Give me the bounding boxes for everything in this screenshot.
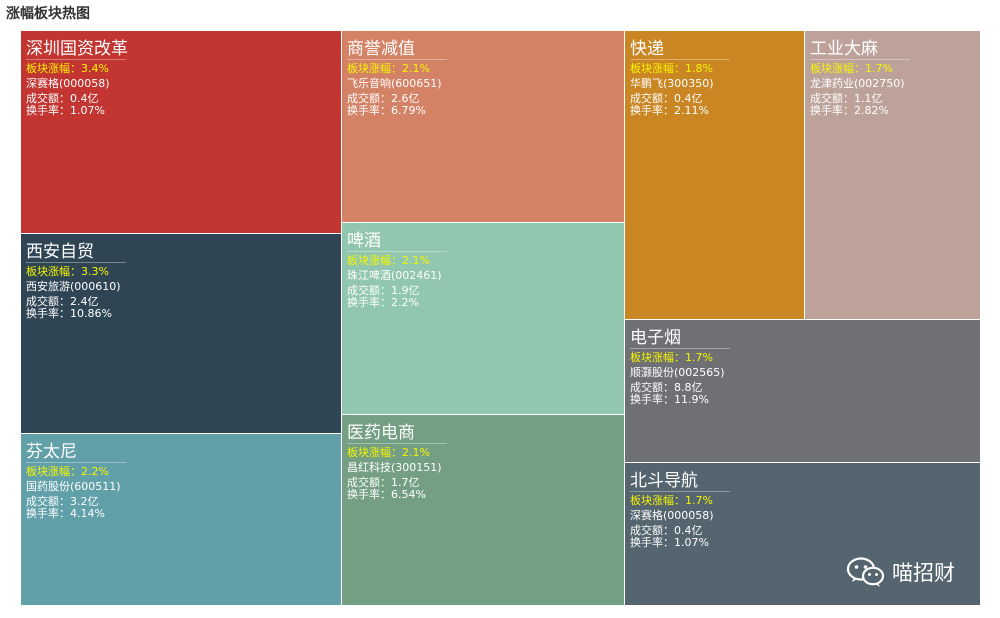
tile-divider xyxy=(810,59,910,60)
tile-name: 西安自贸 xyxy=(26,242,94,262)
tile-stock: 昌红科技(300151) xyxy=(347,461,442,474)
tile-stock: 龙津药业(002750) xyxy=(810,77,905,90)
tile-stock: 珠江啤酒(002461) xyxy=(347,269,442,282)
wechat-icon xyxy=(846,557,885,587)
treemap-tile[interactable]: 电子烟板块涨幅：1.7% 顺灏股份(002565) 成交额：8.8亿 换手率：11.9… xyxy=(625,320,980,462)
tile-turnover: 换手率：6.54% xyxy=(347,488,426,501)
tile-volume: 成交额：1.1亿 xyxy=(810,92,883,105)
tile-divider xyxy=(26,462,126,463)
treemap-tile[interactable]: 深圳国资改革板块涨幅：3.4% 深赛格(000058) 成交额：0.4亿 换手率：1.… xyxy=(21,31,341,233)
tile-turnover: 换手率：2.11% xyxy=(630,104,709,117)
tile-name: 啤酒 xyxy=(347,231,381,251)
treemap-tile[interactable]: 医药电商板块涨幅：2.1% 昌红科技(300151) 成交额：1.7亿 换手率：6.5… xyxy=(342,415,624,605)
watermark-text: 喵招财 xyxy=(892,561,955,585)
tile-divider xyxy=(26,59,126,60)
tile-volume: 成交额：0.4亿 xyxy=(26,92,99,105)
tile-volume: 成交额：2.4亿 xyxy=(26,295,99,308)
tile-divider xyxy=(347,443,447,444)
tile-stock: 深赛格(000058) xyxy=(630,509,714,522)
treemap-tile[interactable]: 西安自贸板块涨幅：3.3% 西安旅游(000610) 成交额：2.4亿 换手率：10.… xyxy=(21,234,341,433)
tile-stock: 顺灏股份(002565) xyxy=(630,366,725,379)
tile-change: 板块涨幅：3.3% xyxy=(26,265,109,278)
tile-volume: 成交额：3.2亿 xyxy=(26,495,99,508)
tile-name: 芬太尼 xyxy=(26,442,77,462)
tile-volume: 成交额：8.8亿 xyxy=(630,381,703,394)
tile-change: 板块涨幅：3.4% xyxy=(26,62,109,75)
watermark: 喵招财 xyxy=(846,556,955,588)
tile-change: 板块涨幅：1.7% xyxy=(630,351,713,364)
tile-turnover: 换手率：10.86% xyxy=(26,307,112,320)
tile-volume: 成交额：0.4亿 xyxy=(630,524,703,537)
tile-name: 深圳国资改革 xyxy=(26,39,128,59)
tile-volume: 成交额：1.9亿 xyxy=(347,284,420,297)
tile-volume: 成交额：1.7亿 xyxy=(347,476,420,489)
tile-turnover: 换手率：11.9% xyxy=(630,393,709,406)
tile-stock: 深赛格(000058) xyxy=(26,77,110,90)
tile-divider xyxy=(630,491,730,492)
treemap-tile[interactable]: 北斗导航板块涨幅：1.7% 深赛格(000058) 成交额：0.4亿 换手率：1.07… xyxy=(625,463,980,605)
tile-turnover: 换手率：1.07% xyxy=(630,536,709,549)
tile-turnover: 换手率：1.07% xyxy=(26,104,105,117)
tile-change: 板块涨幅：2.1% xyxy=(347,254,430,267)
tile-divider xyxy=(630,59,730,60)
tile-name: 医药电商 xyxy=(347,423,415,443)
tile-divider xyxy=(26,262,126,263)
tile-stock: 飞乐音响(600651) xyxy=(347,77,442,90)
tile-turnover: 换手率：2.82% xyxy=(810,104,889,117)
tile-divider xyxy=(630,348,730,349)
tile-divider xyxy=(347,59,447,60)
tile-name: 商誉减值 xyxy=(347,39,415,59)
treemap-tile[interactable]: 工业大麻板块涨幅：1.7% 龙津药业(002750) 成交额：1.1亿 换手率：2.8… xyxy=(805,31,980,319)
tile-stock: 华鹏飞(300350) xyxy=(630,77,714,90)
tile-change: 板块涨幅：1.7% xyxy=(810,62,893,75)
tile-volume: 成交额：0.4亿 xyxy=(630,92,703,105)
tile-change: 板块涨幅：2.1% xyxy=(347,62,430,75)
tile-stock: 国药股份(600511) xyxy=(26,480,121,493)
treemap-tile[interactable]: 快递板块涨幅：1.8% 华鹏飞(300350) 成交额：0.4亿 换手率：2.11% xyxy=(625,31,804,319)
tile-name: 快递 xyxy=(630,39,664,59)
tile-turnover: 换手率：6.79% xyxy=(347,104,426,117)
tile-change: 板块涨幅：2.2% xyxy=(26,465,109,478)
tile-turnover: 换手率：2.2% xyxy=(347,296,419,309)
tile-name: 电子烟 xyxy=(630,328,681,348)
tile-change: 板块涨幅：1.7% xyxy=(630,494,713,507)
tile-turnover: 换手率：4.14% xyxy=(26,507,105,520)
tile-name: 工业大麻 xyxy=(810,39,878,59)
treemap-tile[interactable]: 芬太尼板块涨幅：2.2% 国药股份(600511) 成交额：3.2亿 换手率：4.14… xyxy=(21,434,341,605)
tile-change: 板块涨幅：2.1% xyxy=(347,446,430,459)
tile-name: 北斗导航 xyxy=(630,471,698,491)
chart-title: 涨幅板块热图 xyxy=(6,6,90,22)
tile-change: 板块涨幅：1.8% xyxy=(630,62,713,75)
treemap-tile[interactable]: 商誉减值板块涨幅：2.1% 飞乐音响(600651) 成交额：2.6亿 换手率：6.7… xyxy=(342,31,624,222)
tile-volume: 成交额：2.6亿 xyxy=(347,92,420,105)
tile-divider xyxy=(347,251,447,252)
tile-stock: 西安旅游(000610) xyxy=(26,280,121,293)
treemap-tile[interactable]: 啤酒板块涨幅：2.1% 珠江啤酒(002461) 成交额：1.9亿 换手率：2.2% xyxy=(342,223,624,414)
